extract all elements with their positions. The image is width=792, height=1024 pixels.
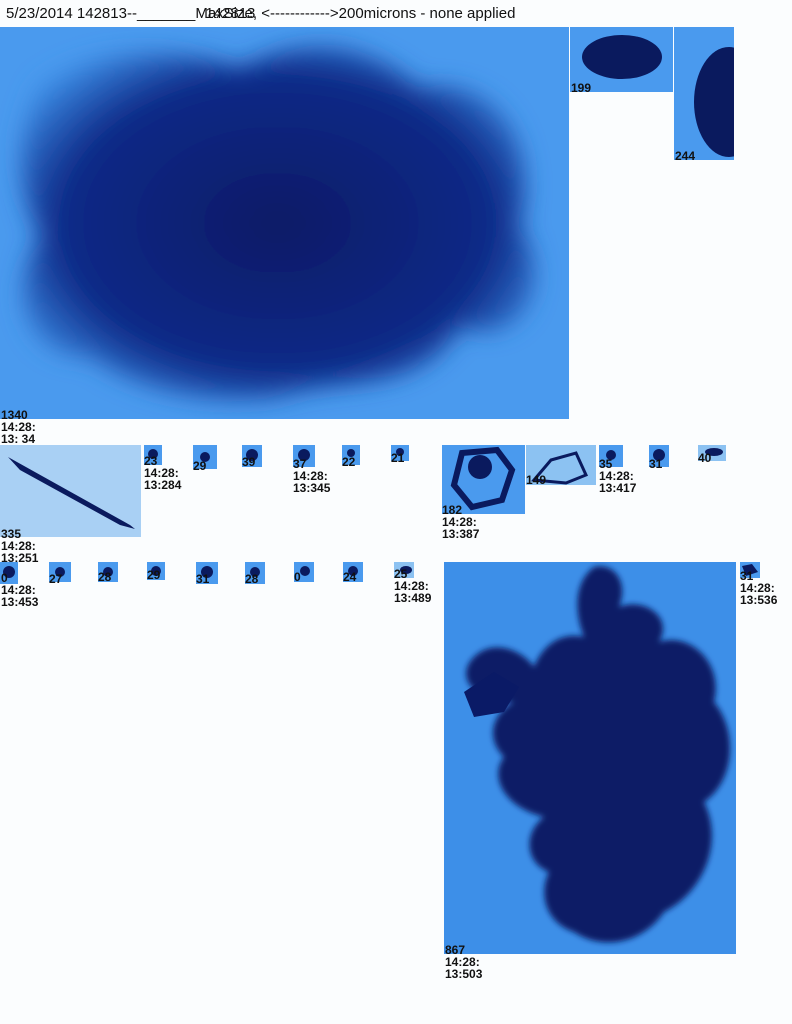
particle-image-31c bbox=[740, 562, 760, 578]
particle-label-1340: 1340 14:28: 13: 34 bbox=[1, 408, 36, 446]
particle-image-28b bbox=[245, 562, 265, 584]
particle-image-31a bbox=[649, 445, 669, 467]
particle-image-867 bbox=[444, 562, 736, 954]
header-scale: <------------>200microns - none applied bbox=[257, 5, 516, 22]
particle-image-35 bbox=[599, 445, 623, 467]
particle-image-1340 bbox=[0, 27, 569, 419]
particle-label-31c: 31 14:28: 13:536 bbox=[740, 569, 778, 607]
particle-image-24 bbox=[343, 562, 363, 582]
particle-label-182: 182 14:28: 13:387 bbox=[442, 503, 480, 541]
particle-label-24: 24 bbox=[343, 570, 357, 584]
particle-label-39: 39 bbox=[242, 455, 256, 469]
particle-image-29b bbox=[147, 562, 165, 580]
header-maxsize: MaxSize, bbox=[195, 5, 258, 22]
particle-label-0a: 0 14:28: 13:453 bbox=[1, 571, 39, 609]
particle-label-27: 27 bbox=[49, 572, 63, 586]
particle-image-27 bbox=[49, 562, 71, 582]
particle-image-37 bbox=[293, 445, 315, 467]
particle-image-199 bbox=[570, 27, 673, 92]
particle-image-39 bbox=[242, 445, 262, 467]
particle-image-149 bbox=[526, 445, 596, 485]
particle-label-22: 22 bbox=[342, 455, 356, 469]
particle-image-25 bbox=[394, 562, 414, 578]
particle-label-35: 35 14:28: 13:417 bbox=[599, 457, 637, 495]
particle-label-21: 21 bbox=[391, 451, 405, 465]
particle-image-335 bbox=[0, 445, 141, 537]
particle-image-0a bbox=[0, 562, 18, 584]
particle-image-40 bbox=[698, 445, 726, 461]
particle-label-149: 149 bbox=[526, 473, 547, 487]
particle-label-29b: 29 bbox=[147, 568, 161, 582]
particle-image-23 bbox=[144, 445, 162, 465]
particle-image-244 bbox=[674, 27, 734, 160]
particle-label-335: 335 14:28: 13:251 bbox=[1, 527, 39, 565]
particle-label-28b: 28 bbox=[245, 572, 259, 586]
particle-image-21 bbox=[391, 445, 409, 461]
particle-image-182 bbox=[442, 445, 525, 514]
particle-image-28a bbox=[98, 562, 118, 582]
particle-label-37: 37 14:28: 13:345 bbox=[293, 457, 331, 495]
particle-label-0b: 0 bbox=[294, 570, 301, 584]
particle-label-244: 244 bbox=[675, 149, 696, 163]
header-id-overlap: 142813 bbox=[205, 5, 256, 22]
particle-label-199: 199 bbox=[571, 81, 592, 95]
header-date-id: 5/23/2014 142813--_______ bbox=[6, 5, 196, 22]
header-overlap: MaxSize, 142813 bbox=[195, 5, 257, 23]
image-header: 5/23/2014 142813--_______MaxSize, 142813 … bbox=[6, 5, 515, 23]
particle-label-867: 867 14:28: 13:503 bbox=[445, 943, 483, 981]
particle-label-28a: 28 bbox=[98, 570, 112, 584]
particle-label-31a: 31 bbox=[649, 457, 663, 471]
particle-label-29: 29 bbox=[193, 459, 207, 473]
particle-image-31b bbox=[196, 562, 218, 584]
particle-image-0b bbox=[294, 562, 314, 582]
particle-label-23: 23 14:28: 13:284 bbox=[144, 454, 182, 492]
particle-label-25: 25 14:28: 13:489 bbox=[394, 567, 432, 605]
particle-image-29 bbox=[193, 445, 217, 469]
particle-image-22 bbox=[342, 445, 360, 465]
particle-label-31b: 31 bbox=[196, 572, 210, 586]
particle-label-40: 40 bbox=[698, 451, 712, 465]
